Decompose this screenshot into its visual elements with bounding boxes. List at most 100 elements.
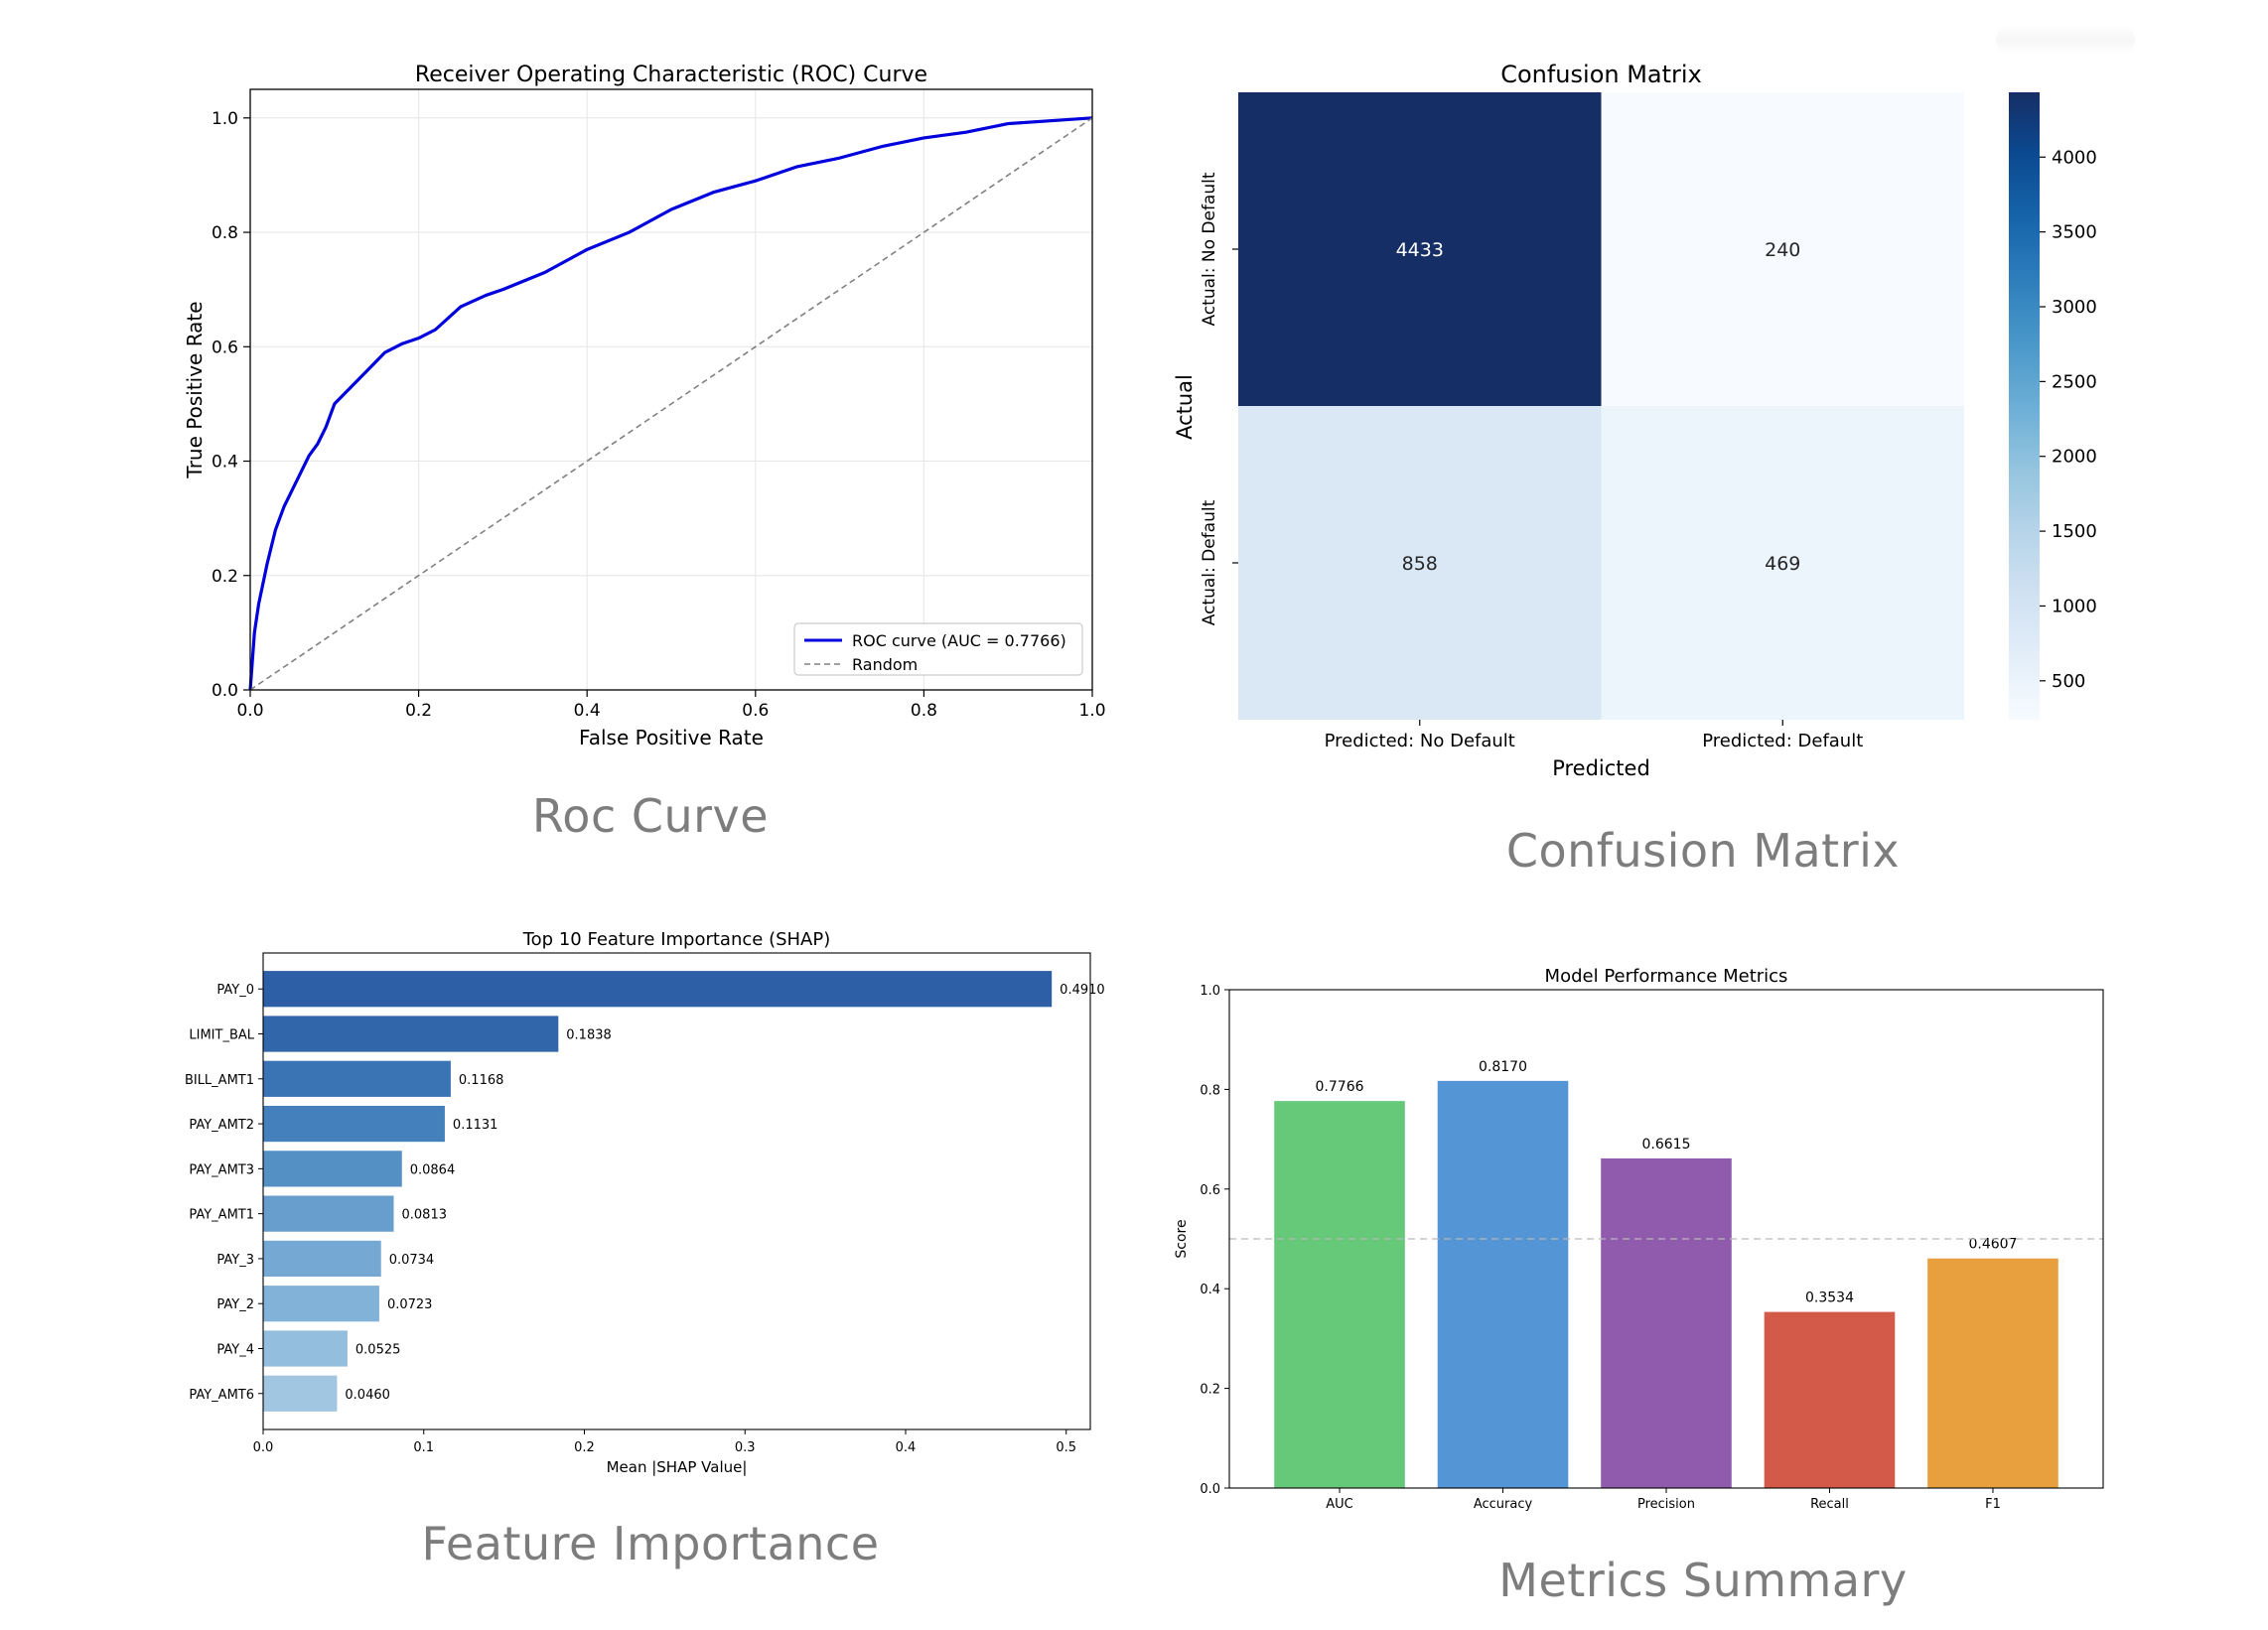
confusion-panel: Confusion Matrix 4433 240 858 469 Predicted: …	[1132, 0, 2268, 893]
ms-y-tick-label: 0.0	[1200, 1482, 1220, 1497]
cm-colorbar-tick-label: 3000	[2052, 297, 2097, 318]
cm-cell-value: 240	[1765, 239, 1800, 261]
fi-x-tick-label: 0.5	[1056, 1440, 1076, 1455]
roc-curve-line	[248, 116, 1093, 691]
fi-category-label: PAY_AMT1	[189, 1208, 254, 1223]
roc-x-label: False Positive Rate	[579, 726, 764, 749]
cm-cell-value: 858	[1402, 553, 1438, 575]
roc-chart: Receiver Operating Characteristic (ROC) …	[183, 63, 1106, 749]
roc-axes-frame	[249, 88, 1093, 691]
fi-x-tick-label: 0.1	[413, 1440, 434, 1455]
fi-value-label: 0.0813	[402, 1208, 448, 1223]
cm-title: Confusion Matrix	[1500, 61, 1702, 88]
cm-y-label: Actual	[1173, 374, 1197, 440]
ms-value-label: 0.4607	[1968, 1237, 2017, 1253]
cm-y-tick-label: Actual: No Default	[1200, 172, 1219, 326]
fi-bar	[263, 1330, 348, 1367]
fi-bar	[263, 1060, 451, 1097]
fi-category-label: PAY_AMT6	[189, 1388, 254, 1403]
fi-value-label: 0.1838	[566, 1028, 612, 1043]
confusion-matrix-chart: Confusion Matrix 4433 240 858 469 Predicted: …	[1173, 61, 2097, 780]
feature-importance-chart: Top 10 Feature Importance (SHAP) PAY_0 0.4…	[185, 929, 1105, 1476]
ms-value-label: 0.7766	[1316, 1079, 1364, 1095]
fi-title: Top 10 Feature Importance (SHAP)	[522, 929, 831, 950]
fi-category-label: PAY_4	[216, 1342, 254, 1357]
roc-x-tick-label: 0.0	[236, 701, 263, 721]
cm-cell	[1601, 406, 1964, 720]
top-fade-decoration	[1996, 26, 2135, 54]
fi-bar	[263, 1240, 381, 1278]
fi-category-label: PAY_0	[216, 983, 254, 998]
ms-bar	[1927, 1258, 2058, 1488]
fi-x-tick-label: 0.4	[896, 1440, 917, 1455]
ms-value-label: 0.6615	[1642, 1137, 1691, 1153]
roc-y-tick-label: 0.4	[212, 453, 238, 473]
fi-bar	[263, 1195, 394, 1232]
fi-category-label: BILL_AMT1	[185, 1073, 254, 1088]
roc-x-tick-label: 0.6	[742, 701, 769, 721]
fi-category-label: PAY_AMT2	[189, 1118, 254, 1133]
cm-cell-value: 469	[1765, 553, 1800, 575]
ms-axes-frame	[1228, 989, 2104, 1489]
ms-y-tick-label: 1.0	[1200, 984, 1220, 999]
cm-cell	[1238, 406, 1602, 720]
roc-y-tick-label: 0.2	[212, 567, 238, 587]
fi-bar	[263, 1105, 445, 1143]
cm-x-tick-label: Predicted: No Default	[1325, 731, 1515, 751]
fi-bar	[263, 971, 1053, 1008]
fi-value-label: 0.0460	[345, 1388, 390, 1403]
fi-bar	[263, 1286, 379, 1322]
metrics-summary-chart: Model Performance Metrics 0.0 0.2 0.4 0.6 0.8…	[1174, 966, 2104, 1512]
roc-legend-label: Random	[852, 655, 918, 674]
roc-x-tick-label: 0.2	[405, 701, 432, 721]
fi-category-label: PAY_AMT3	[189, 1162, 254, 1177]
fi-x-tick-label: 0.2	[574, 1440, 595, 1455]
ms-bar	[1274, 1101, 1405, 1488]
cm-colorbar-tick-label: 2500	[2052, 371, 2097, 392]
fi-axes-frame	[262, 952, 1091, 1430]
cm-cell	[1238, 92, 1602, 406]
ms-category-label: AUC	[1326, 1497, 1353, 1512]
fi-bar	[263, 1016, 559, 1052]
confusion-caption: Confusion Matrix	[1505, 824, 1901, 878]
roc-y-tick-label: 0.6	[212, 338, 238, 357]
roc-legend-box	[793, 622, 1083, 676]
ms-bar	[1601, 1157, 1732, 1488]
fi-x-tick-label: 0.3	[735, 1440, 756, 1455]
fi-value-label: 0.1168	[459, 1073, 504, 1088]
fi-value-label: 0.0525	[355, 1342, 401, 1357]
fi-category-label: PAY_2	[216, 1297, 254, 1312]
ms-y-tick-label: 0.4	[1200, 1283, 1220, 1297]
fi-category-label: PAY_3	[216, 1253, 254, 1268]
ms-y-tick-label: 0.8	[1200, 1083, 1220, 1098]
roc-x-tick-label: 0.8	[911, 701, 937, 721]
roc-x-tick-label: 0.4	[574, 701, 601, 721]
cm-cell	[1601, 92, 1964, 406]
fi-value-label: 0.4910	[1060, 983, 1105, 998]
fi-value-label: 0.1131	[453, 1118, 498, 1133]
cm-colorbar-tick-label: 1000	[2052, 596, 2097, 616]
ms-category-label: Precision	[1637, 1497, 1695, 1512]
fi-x-label: Mean |SHAP Value|	[607, 1458, 748, 1476]
cm-colorbar	[2009, 92, 2040, 720]
ms-category-label: Recall	[1810, 1497, 1849, 1512]
ms-bar	[1437, 1080, 1569, 1488]
fi-x-tick-label: 0.0	[253, 1440, 274, 1455]
fi-bar	[263, 1151, 402, 1187]
fi-category-label: LIMIT_BAL	[189, 1028, 254, 1043]
roc-y-tick-label: 1.0	[212, 109, 238, 129]
ms-value-label: 0.8170	[1479, 1059, 1527, 1075]
feature-panel: Top 10 Feature Importance (SHAP) PAY_0 0.4…	[0, 893, 1132, 1630]
ms-value-label: 0.3534	[1805, 1290, 1854, 1306]
roc-y-label: True Positive Rate	[183, 301, 207, 478]
roc-random-line	[249, 117, 1093, 691]
roc-title: Receiver Operating Characteristic (ROC) …	[415, 63, 927, 87]
ms-y-tick-label: 0.6	[1200, 1183, 1220, 1198]
fi-value-label: 0.0734	[389, 1253, 435, 1268]
roc-x-tick-label: 1.0	[1078, 701, 1105, 721]
roc-y-tick-label: 0.0	[212, 681, 238, 701]
ms-y-tick-label: 0.2	[1200, 1383, 1220, 1398]
fi-value-label: 0.0723	[387, 1297, 433, 1312]
cm-colorbar-tick-label: 1500	[2052, 521, 2097, 542]
cm-colorbar-tick-label: 3500	[2052, 222, 2097, 243]
